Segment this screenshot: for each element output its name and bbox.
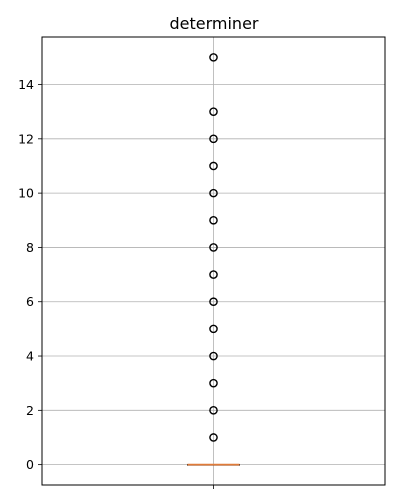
outlier-point <box>209 107 218 116</box>
outlier-point <box>209 243 218 252</box>
y-tick-label: 10 <box>18 186 34 201</box>
outlier-point <box>209 134 218 144</box>
y-tick-label: 0 <box>26 457 34 472</box>
outlier-point <box>209 53 218 62</box>
outlier-point <box>209 297 218 307</box>
outlier-point <box>209 324 218 334</box>
outlier-point <box>209 351 218 361</box>
y-tick-label: 8 <box>26 240 34 255</box>
outlier-point <box>209 215 218 225</box>
y-tick-label: 14 <box>18 77 34 92</box>
plot-frame <box>41 36 386 486</box>
outlier-point <box>209 188 218 198</box>
outlier-point <box>209 270 218 279</box>
y-tick-label: 12 <box>18 131 34 146</box>
y-tick-label: 2 <box>26 403 34 418</box>
outlier-point <box>209 433 218 442</box>
plot-area: 0 2 4 6 8 10 12 14 <box>18 36 386 489</box>
chart-title: determiner <box>169 14 258 33</box>
y-tick-label: 6 <box>26 294 34 309</box>
outlier-point <box>209 378 218 388</box>
y-tick-label: 4 <box>26 349 34 364</box>
outlier-point <box>209 161 218 171</box>
outlier-point <box>209 406 218 415</box>
